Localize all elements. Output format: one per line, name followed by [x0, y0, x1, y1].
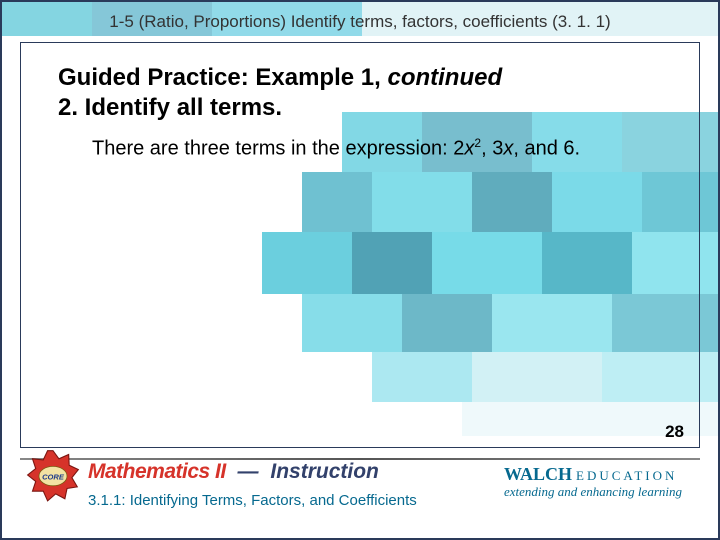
badge-text: CORE	[42, 472, 65, 481]
publisher-block: WALCH EDUCATION extending and enhancing l…	[504, 464, 684, 500]
title-sub: Instruction	[270, 460, 379, 483]
heading-continued: continued	[387, 64, 502, 91]
heading-prefix: Guided Practice: Example 1,	[58, 64, 387, 91]
book-title: Mathematics II — Instruction	[88, 460, 379, 484]
title-main: Mathematics II	[88, 460, 226, 483]
body-var-x1: x	[464, 138, 474, 160]
body-mid: , 3	[481, 138, 503, 160]
body-text: There are three terms in the expression:…	[92, 136, 632, 162]
lesson-reference: 3.1.1: Identifying Terms, Factors, and C…	[88, 492, 417, 509]
guided-practice-heading: Guided Practice: Example 1, continued	[58, 64, 662, 92]
walch-edu: EDUCATION	[576, 468, 677, 483]
content-region: Guided Practice: Example 1, continued 2.…	[58, 64, 662, 162]
common-core-badge-icon: CORE	[26, 448, 80, 502]
step-heading: 2. Identify all terms.	[58, 94, 662, 122]
footer: CORE Mathematics II — Instruction 3.1.1:…	[2, 458, 718, 538]
walch-tagline: extending and enhancing learning	[504, 484, 684, 500]
page-number: 28	[665, 422, 684, 442]
walch-logo: WALCH EDUCATION	[504, 464, 684, 485]
slide-frame: 1-5 (Ratio, Proportions) Identify terms,…	[0, 0, 720, 540]
body-prefix: There are three terms in the expression:…	[92, 138, 464, 160]
title-dash: —	[232, 460, 265, 483]
body-var-x2: x	[503, 138, 513, 160]
header-title: 1-5 (Ratio, Proportions) Identify terms,…	[2, 12, 718, 32]
walch-name: WALCH	[504, 464, 572, 484]
body-suffix: , and 6.	[513, 138, 580, 160]
